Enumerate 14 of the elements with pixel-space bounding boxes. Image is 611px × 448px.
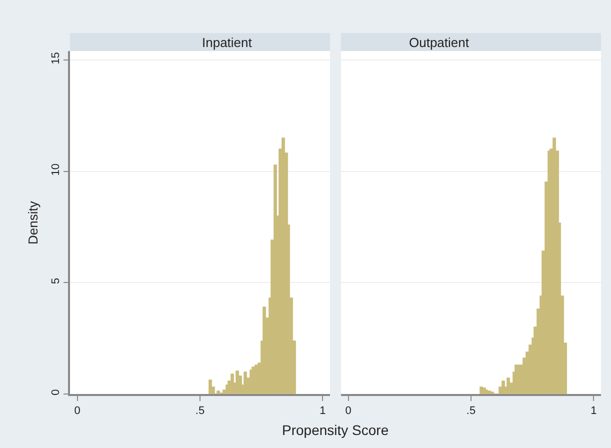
y-axis-title: Density [26,200,40,244]
x-tick-label: 1 [320,404,326,417]
chart-title: Outpatient [409,35,470,50]
y-tick-label: 10 [50,163,62,176]
y-tick-label: 5 [50,278,62,284]
x-axis-title: Propensity Score [282,422,389,438]
x-tick-label: 0 [345,404,352,417]
chart-title: Inpatient [202,35,252,50]
x-tick-label: .5 [195,404,205,417]
y-tick-label: 0 [50,389,62,396]
x-tick-label: 0 [74,404,80,417]
y-tick-label: 15 [50,52,62,64]
x-tick-label: .5 [466,404,476,417]
x-tick-label: 1 [590,404,597,417]
